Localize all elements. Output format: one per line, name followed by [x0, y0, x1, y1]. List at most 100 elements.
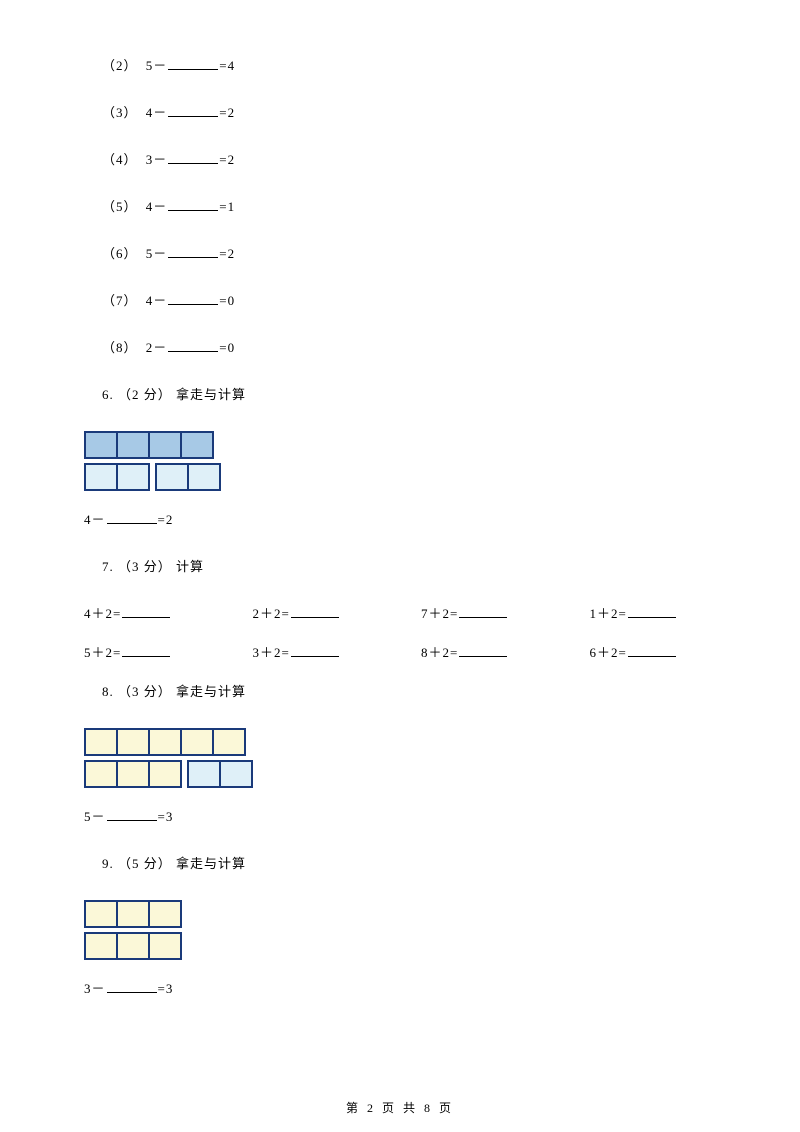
- result: =4: [219, 58, 235, 73]
- item-label: （4）: [102, 152, 138, 167]
- page-footer: 第 2 页 共 8 页: [0, 1099, 800, 1116]
- fill-blank[interactable]: [291, 606, 339, 618]
- operand-a: 2: [253, 606, 261, 621]
- operand-a: 6: [590, 645, 598, 660]
- operator: ＋: [429, 606, 443, 621]
- operator: －: [153, 152, 167, 167]
- operator: －: [153, 293, 167, 308]
- result: =3: [158, 809, 174, 824]
- box-cell: [188, 464, 220, 490]
- operator: ＋: [597, 606, 611, 621]
- operator: －: [153, 105, 167, 120]
- operator: ＋: [92, 606, 106, 621]
- fill-blank[interactable]: [168, 246, 218, 258]
- operand-a: 3: [253, 645, 261, 660]
- operand-a: 1: [590, 606, 598, 621]
- operator: －: [92, 981, 106, 996]
- operator: －: [92, 512, 106, 527]
- q6-figure: [84, 431, 758, 491]
- box-cell: [117, 432, 149, 458]
- box-cell: [188, 761, 220, 787]
- calc-item: 8＋2=: [421, 642, 590, 661]
- result: =0: [219, 340, 235, 355]
- fill-blank[interactable]: [628, 606, 676, 618]
- box-cell: [149, 432, 181, 458]
- operator: ＋: [597, 645, 611, 660]
- fill-blank[interactable]: [168, 340, 218, 352]
- operand-b: 2=: [106, 606, 122, 621]
- fill-blank[interactable]: [107, 512, 157, 524]
- result: =2: [158, 512, 174, 527]
- box-cell: [181, 432, 213, 458]
- q8-heading: 8. （3 分） 拿走与计算: [102, 681, 758, 700]
- operator: ＋: [260, 645, 274, 660]
- result: =1: [219, 199, 235, 214]
- operator: －: [92, 809, 106, 824]
- operand-a: 8: [421, 645, 429, 660]
- calc-item: 3＋2=: [253, 642, 422, 661]
- item-2: （2） 5－=4: [102, 55, 758, 74]
- calc-item: 7＋2=: [421, 603, 590, 622]
- operand-a: 3: [84, 981, 92, 996]
- operand-a: 7: [421, 606, 429, 621]
- calc-item: 4＋2=: [84, 603, 253, 622]
- fill-blank[interactable]: [122, 606, 170, 618]
- item-label: （8）: [102, 340, 138, 355]
- item-7: （7） 4－=0: [102, 290, 758, 309]
- box-cell: [85, 729, 117, 755]
- box-cell: [149, 933, 181, 959]
- item-label: （5）: [102, 199, 138, 214]
- operand-a: 5: [84, 809, 92, 824]
- q9-heading: 9. （5 分） 拿走与计算: [102, 853, 758, 872]
- fill-blank[interactable]: [107, 981, 157, 993]
- box-cell: [213, 729, 245, 755]
- item-label: （6）: [102, 246, 138, 261]
- result: =2: [219, 152, 235, 167]
- fill-blank[interactable]: [168, 105, 218, 117]
- item-label: （3）: [102, 105, 138, 120]
- page: （2） 5－=4 （3） 4－=2 （4） 3－=2 （5） 4－=1 （6） …: [0, 0, 800, 1132]
- fill-blank[interactable]: [168, 58, 218, 70]
- fill-blank[interactable]: [291, 645, 339, 657]
- operand-b: 2=: [274, 645, 290, 660]
- fill-blank[interactable]: [168, 152, 218, 164]
- box-cell: [149, 761, 181, 787]
- operator: ＋: [429, 645, 443, 660]
- operand-a: 5: [84, 645, 92, 660]
- box-cell: [85, 464, 117, 490]
- operator: －: [153, 246, 167, 261]
- fill-blank[interactable]: [628, 645, 676, 657]
- calc-item: 6＋2=: [590, 642, 759, 661]
- fill-blank[interactable]: [122, 645, 170, 657]
- result: =2: [219, 105, 235, 120]
- q7-grid: 4＋2=2＋2=7＋2=1＋2=5＋2=3＋2=8＋2=6＋2=: [84, 603, 758, 661]
- operand-a: 4: [84, 606, 92, 621]
- calc-item: 1＋2=: [590, 603, 759, 622]
- fill-blank[interactable]: [107, 809, 157, 821]
- fill-blank[interactable]: [168, 293, 218, 305]
- box-cell: [149, 901, 181, 927]
- fill-blank[interactable]: [459, 645, 507, 657]
- item-5: （5） 4－=1: [102, 196, 758, 215]
- box-cell: [117, 901, 149, 927]
- fill-blank[interactable]: [168, 199, 218, 211]
- box-cell: [220, 761, 252, 787]
- box-cell: [85, 933, 117, 959]
- operand-b: 2=: [443, 606, 459, 621]
- q9-expression: 3－=3: [84, 978, 758, 997]
- q8-figure: [84, 728, 758, 788]
- q8-expression: 5－ =3: [84, 806, 758, 825]
- calc-item: 5＋2=: [84, 642, 253, 661]
- operand-b: 2=: [106, 645, 122, 660]
- calc-item: 2＋2=: [253, 603, 422, 622]
- operator: －: [153, 58, 167, 73]
- box-cell: [85, 432, 117, 458]
- box-cell: [156, 464, 188, 490]
- q9-figure: [84, 900, 758, 960]
- item-6: （6） 5－=2: [102, 243, 758, 262]
- box-cell: [117, 464, 149, 490]
- result: =0: [219, 293, 235, 308]
- fill-blank[interactable]: [459, 606, 507, 618]
- operator: －: [153, 199, 167, 214]
- item-3: （3） 4－=2: [102, 102, 758, 121]
